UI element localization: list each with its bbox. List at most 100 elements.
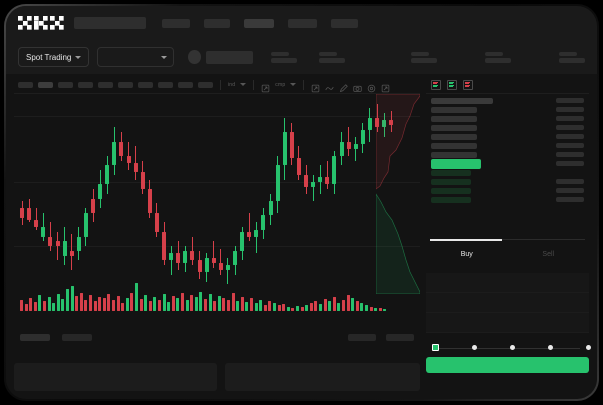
toolbar-separator bbox=[253, 79, 255, 90]
orderbook-ask-row[interactable] bbox=[431, 150, 584, 159]
nav-item-0[interactable] bbox=[162, 18, 190, 28]
chart-panel: ind cmp bbox=[14, 76, 420, 357]
timeframe-1[interactable] bbox=[38, 81, 53, 88]
orderbook-header[interactable] bbox=[431, 96, 584, 105]
last-price bbox=[206, 50, 253, 64]
compare-dropdown[interactable]: cmp bbox=[275, 81, 286, 88]
slider-stop-100[interactable] bbox=[586, 345, 591, 350]
volume-bar bbox=[194, 297, 198, 311]
volume-bar bbox=[355, 301, 359, 311]
market-stats bbox=[271, 51, 585, 63]
volume-bar bbox=[135, 283, 138, 311]
orderbook-asks-icon[interactable] bbox=[463, 79, 473, 90]
volume-bar bbox=[323, 298, 327, 311]
camera-icon[interactable] bbox=[353, 80, 362, 92]
pencil-icon[interactable] bbox=[339, 80, 349, 93]
amount-field[interactable] bbox=[426, 293, 589, 313]
chevron-down-icon[interactable] bbox=[290, 83, 297, 86]
slider-stop-50[interactable] bbox=[510, 345, 515, 350]
orderbook-amount bbox=[556, 116, 584, 121]
timeframe-4[interactable] bbox=[98, 81, 113, 88]
tab-track bbox=[430, 239, 585, 240]
bottom-panel-0[interactable] bbox=[14, 363, 217, 391]
gear-icon[interactable] bbox=[367, 80, 376, 93]
orderbook-last-price-row[interactable] bbox=[431, 158, 584, 169]
timeframe-0[interactable] bbox=[18, 81, 33, 88]
timeframe-6[interactable] bbox=[138, 81, 153, 88]
slider-stop-75[interactable] bbox=[548, 345, 553, 350]
chart-type-dropdown[interactable] bbox=[261, 80, 270, 93]
orderbook-ask-row[interactable] bbox=[431, 123, 584, 132]
stat-3 bbox=[485, 51, 511, 63]
device-bezel: Spot Trading bbox=[4, 4, 599, 401]
volume-bar bbox=[38, 295, 42, 311]
chart-tab-right-1[interactable] bbox=[386, 334, 414, 341]
volume-bar bbox=[121, 302, 125, 311]
timeframe-2[interactable] bbox=[58, 81, 73, 88]
chevron-down-icon[interactable] bbox=[240, 83, 247, 86]
stat-label bbox=[319, 51, 337, 56]
nav-item-3[interactable] bbox=[288, 18, 317, 28]
chart-tab-1[interactable] bbox=[62, 334, 92, 341]
trading-mode-selector[interactable]: Spot Trading bbox=[18, 47, 90, 67]
orderbook-bids-icon[interactable] bbox=[447, 79, 457, 90]
nav-item-1[interactable] bbox=[204, 18, 230, 28]
tab-buy[interactable]: Buy bbox=[460, 250, 473, 258]
submit-buy-button[interactable] bbox=[426, 357, 589, 373]
orderbook-ask-row[interactable] bbox=[431, 141, 584, 150]
volume-series bbox=[20, 281, 390, 311]
timeframe-8[interactable] bbox=[178, 81, 193, 88]
coin-avatar bbox=[188, 50, 202, 64]
total-field[interactable] bbox=[426, 313, 589, 333]
bottom-panel-1[interactable] bbox=[225, 363, 420, 391]
orderbook-bid-row[interactable] bbox=[431, 168, 584, 177]
timeframe-7[interactable] bbox=[158, 81, 173, 88]
chart-tab-right-0[interactable] bbox=[348, 334, 376, 341]
orderbook-bid-row[interactable] bbox=[431, 177, 584, 186]
timeframe-9[interactable] bbox=[198, 81, 213, 88]
nav-item-4[interactable] bbox=[331, 18, 358, 28]
stat-value bbox=[559, 57, 585, 63]
orderbook-bid-row[interactable] bbox=[431, 195, 584, 204]
toolbar-separator bbox=[303, 79, 305, 90]
fullscreen-icon[interactable] bbox=[381, 80, 390, 93]
orderbook-both-icon[interactable] bbox=[431, 79, 441, 90]
trendline-icon[interactable] bbox=[325, 80, 334, 91]
nav-item-2[interactable] bbox=[244, 18, 274, 28]
volume-bar bbox=[144, 295, 148, 311]
orderbook-bid-row[interactable] bbox=[431, 186, 584, 195]
search-input[interactable] bbox=[74, 17, 146, 29]
orderbook-price bbox=[431, 97, 493, 104]
volume-bar bbox=[208, 293, 212, 311]
orderbook-ask-row[interactable] bbox=[431, 132, 584, 141]
chart-tab-0[interactable] bbox=[20, 334, 50, 341]
orderbook-ask-row[interactable] bbox=[431, 114, 584, 123]
okx-logo[interactable] bbox=[18, 16, 64, 30]
percent-slider[interactable] bbox=[430, 341, 591, 357]
slider-handle[interactable] bbox=[432, 344, 439, 351]
depth-overlay bbox=[376, 94, 420, 294]
depth-bid-area bbox=[376, 193, 420, 294]
pair-selector[interactable] bbox=[97, 47, 175, 67]
price-field[interactable] bbox=[426, 273, 589, 293]
top-header bbox=[6, 6, 597, 40]
stat-label bbox=[271, 51, 289, 56]
volume-bar bbox=[236, 300, 240, 311]
orderbook-amount bbox=[556, 179, 584, 184]
volume-bar bbox=[148, 301, 152, 311]
settings-dropdown[interactable] bbox=[311, 80, 320, 93]
timeframe-5[interactable] bbox=[118, 81, 133, 88]
volume-bar bbox=[52, 302, 56, 311]
volume-bar bbox=[116, 295, 120, 311]
indicator-dropdown[interactable]: ind bbox=[228, 81, 236, 88]
orderbook-view-toggles bbox=[426, 76, 589, 94]
orderbook-ask-row[interactable] bbox=[431, 105, 584, 114]
orderbook-amount bbox=[556, 107, 584, 112]
tab-sell[interactable]: Sell bbox=[542, 250, 555, 258]
stat-value bbox=[271, 57, 297, 63]
slider-stop-25[interactable] bbox=[472, 345, 477, 350]
chart-plot-area[interactable] bbox=[14, 94, 420, 357]
timeframe-3[interactable] bbox=[78, 81, 93, 88]
stat-label bbox=[485, 51, 503, 56]
orderbook-amount bbox=[556, 152, 584, 157]
